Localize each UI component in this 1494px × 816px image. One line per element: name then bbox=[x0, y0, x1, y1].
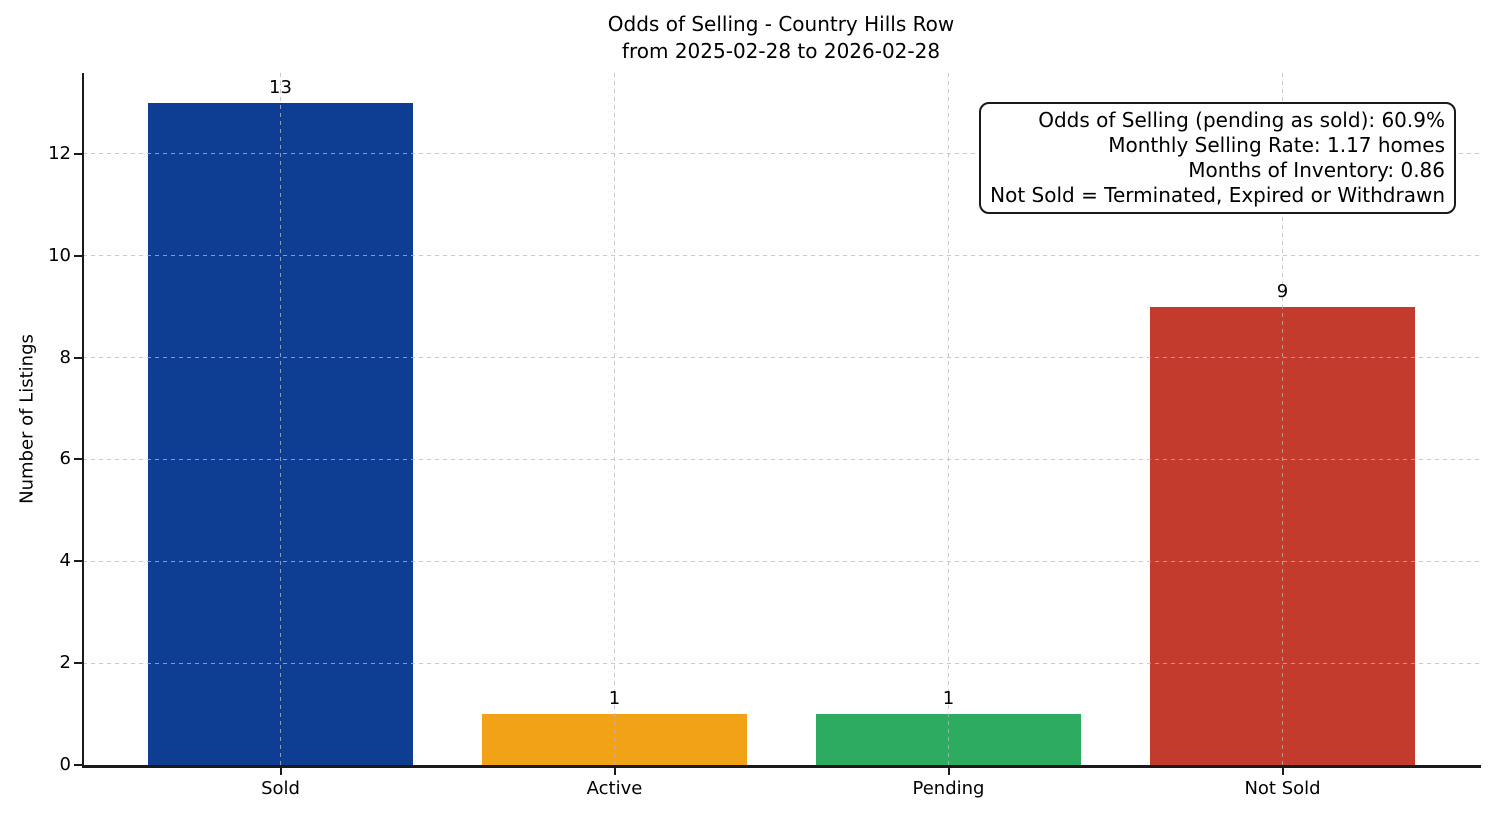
bar-value-label-pending: 1 bbox=[942, 688, 955, 710]
y-tick-mark bbox=[73, 560, 82, 563]
y-tick-label: 12 bbox=[48, 142, 71, 164]
annotation-line-monthly-selling-rate: Monthly Selling Rate: 1.17 homes bbox=[1108, 133, 1445, 157]
y-tick-mark bbox=[73, 152, 82, 155]
x-tick-label-not-sold: Not Sold bbox=[1244, 778, 1321, 799]
x-tick-label-sold: Sold bbox=[261, 778, 300, 799]
y-tick-mark bbox=[73, 662, 82, 665]
y-axis-title: Number of Listings bbox=[16, 334, 38, 504]
y-tick-label: 0 bbox=[59, 754, 71, 775]
chart-title-line1: Odds of Selling - Country Hills Row bbox=[607, 12, 955, 36]
x-tick-mark bbox=[279, 767, 282, 775]
bar-value-label-not-sold: 9 bbox=[1276, 280, 1289, 302]
x-tick-label-active: Active bbox=[586, 778, 643, 799]
chart-title: Odds of Selling - Country Hills Row from… bbox=[331, 11, 1231, 65]
annotation-line-not-sold-definition: Not Sold = Terminated, Expired or Withdr… bbox=[990, 183, 1445, 207]
x-tick-label-pending: Pending bbox=[912, 778, 985, 799]
bar-value-label-active: 1 bbox=[608, 688, 621, 710]
y-axis-line bbox=[81, 73, 84, 767]
x-tick-mark bbox=[613, 767, 616, 775]
y-tick-label: 2 bbox=[59, 652, 71, 674]
y-tick-label: 6 bbox=[59, 448, 71, 470]
x-tick-mark bbox=[1281, 767, 1284, 775]
y-tick-label: 8 bbox=[59, 346, 71, 368]
y-tick-label: 4 bbox=[59, 550, 71, 572]
y-tick-mark bbox=[73, 764, 82, 766]
y-tick-mark bbox=[73, 356, 82, 359]
stats-annotation-box: Odds of Selling (pending as sold): 60.9%… bbox=[979, 102, 1456, 214]
y-tick-mark bbox=[73, 458, 82, 461]
annotation-line-months-of-inventory: Months of Inventory: 0.86 bbox=[1188, 158, 1445, 182]
annotation-line-odds-of-selling: Odds of Selling (pending as sold): 60.9% bbox=[1038, 108, 1445, 132]
y-tick-label: 10 bbox=[48, 244, 71, 266]
chart-title-line2: from 2025-02-28 to 2026-02-28 bbox=[621, 39, 941, 63]
y-tick-mark bbox=[73, 254, 82, 257]
x-tick-mark bbox=[947, 767, 950, 775]
bar-value-label-sold: 13 bbox=[269, 77, 292, 98]
x-axis-line bbox=[81, 765, 1481, 768]
